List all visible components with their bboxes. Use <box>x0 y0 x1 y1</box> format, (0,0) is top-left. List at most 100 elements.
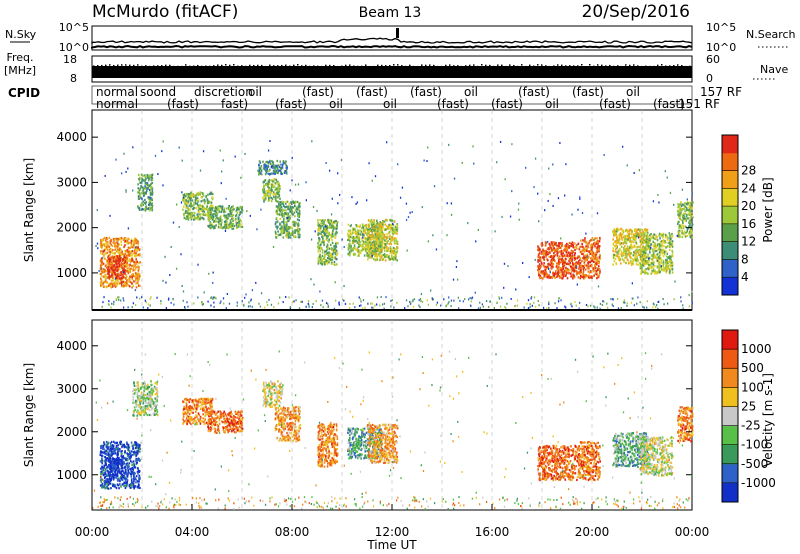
data-cell <box>612 256 615 260</box>
data-cell <box>137 242 140 245</box>
data-cell <box>239 207 241 210</box>
data-cell <box>285 169 287 173</box>
data-cell <box>220 210 223 214</box>
data-cell <box>663 266 665 269</box>
data-cell <box>195 198 198 201</box>
data-cell <box>396 232 398 235</box>
data-cell <box>293 211 296 214</box>
data-cell <box>640 248 642 251</box>
data-cell <box>357 233 359 236</box>
ground-scatter-cell <box>596 306 598 309</box>
data-cell <box>107 258 110 261</box>
ground-scatter-cell <box>247 305 250 308</box>
data-cell <box>633 238 635 241</box>
data-cell <box>102 237 105 241</box>
data-cell <box>578 272 581 275</box>
freq-dot <box>125 64 127 66</box>
data-cell <box>560 258 563 262</box>
data-cell <box>619 232 622 235</box>
data-cell <box>379 238 381 242</box>
data-cell <box>114 238 116 241</box>
data-cell <box>633 233 635 236</box>
data-cell <box>150 176 153 179</box>
data-cell <box>263 164 265 167</box>
data-cell <box>144 185 146 188</box>
data-cell <box>144 186 146 189</box>
data-cell <box>317 262 320 265</box>
data-cell <box>124 252 127 255</box>
data-cell <box>685 231 687 234</box>
data-cell <box>631 240 633 243</box>
data-cell <box>599 238 601 241</box>
data-cell <box>185 217 188 220</box>
data-cell <box>284 170 286 173</box>
data-cell <box>144 198 146 202</box>
data-cell <box>135 267 137 270</box>
ground-scatter-cell <box>341 298 344 301</box>
data-cell <box>112 248 114 252</box>
data-cell <box>537 249 540 252</box>
data-cell <box>553 248 555 252</box>
data-cell <box>212 213 215 216</box>
data-cell <box>196 216 198 220</box>
freq-dot <box>345 64 347 67</box>
data-cell <box>368 252 370 255</box>
data-cell <box>123 266 125 270</box>
data-cell <box>385 218 387 221</box>
data-cell <box>390 226 392 229</box>
data-cell <box>286 213 289 216</box>
data-cell <box>559 261 562 264</box>
data-cell <box>182 213 185 216</box>
data-cell <box>593 274 595 277</box>
data-cell <box>194 218 196 221</box>
data-cell <box>356 247 359 250</box>
data-cell <box>627 259 629 262</box>
data-cell <box>583 273 585 277</box>
cpid-panel-frame <box>91 85 693 105</box>
data-cell <box>196 202 199 205</box>
data-cell <box>659 237 661 240</box>
data-cell <box>682 221 684 225</box>
data-cell <box>538 248 541 251</box>
data-cell <box>189 216 191 219</box>
data-cell <box>620 253 623 256</box>
data-cell <box>633 251 635 254</box>
data-cell <box>122 275 125 279</box>
data-cell <box>653 265 656 268</box>
data-cell <box>268 178 271 182</box>
data-cell <box>595 241 598 244</box>
data-cell <box>571 243 574 247</box>
data-cell <box>662 261 665 264</box>
data-cell <box>262 167 265 170</box>
data-cell <box>109 284 112 287</box>
data-cell <box>101 245 103 248</box>
data-cell <box>133 242 135 245</box>
data-cell <box>209 201 211 204</box>
freq-dot <box>369 65 371 68</box>
data-cell <box>151 173 154 177</box>
data-cell <box>99 259 102 262</box>
data-cell <box>115 279 117 282</box>
data-cell <box>274 193 277 196</box>
data-cell <box>642 238 645 242</box>
data-cell <box>283 217 285 220</box>
data-cell <box>272 162 275 165</box>
data-cell <box>234 218 237 222</box>
data-cell <box>589 252 591 256</box>
data-cell <box>539 258 542 261</box>
data-cell <box>365 254 368 257</box>
data-cell <box>578 248 581 251</box>
freq-trace-band <box>92 66 692 78</box>
data-cell <box>374 255 376 258</box>
data-cell <box>652 253 655 257</box>
data-cell <box>368 242 370 245</box>
data-cell <box>116 273 119 276</box>
data-cell <box>259 161 262 164</box>
data-cell <box>119 278 122 281</box>
data-cell <box>357 252 360 256</box>
data-cell <box>132 269 134 272</box>
data-cell <box>288 226 290 229</box>
data-cell <box>565 269 567 272</box>
data-cell <box>553 274 556 277</box>
data-cell <box>562 252 565 255</box>
